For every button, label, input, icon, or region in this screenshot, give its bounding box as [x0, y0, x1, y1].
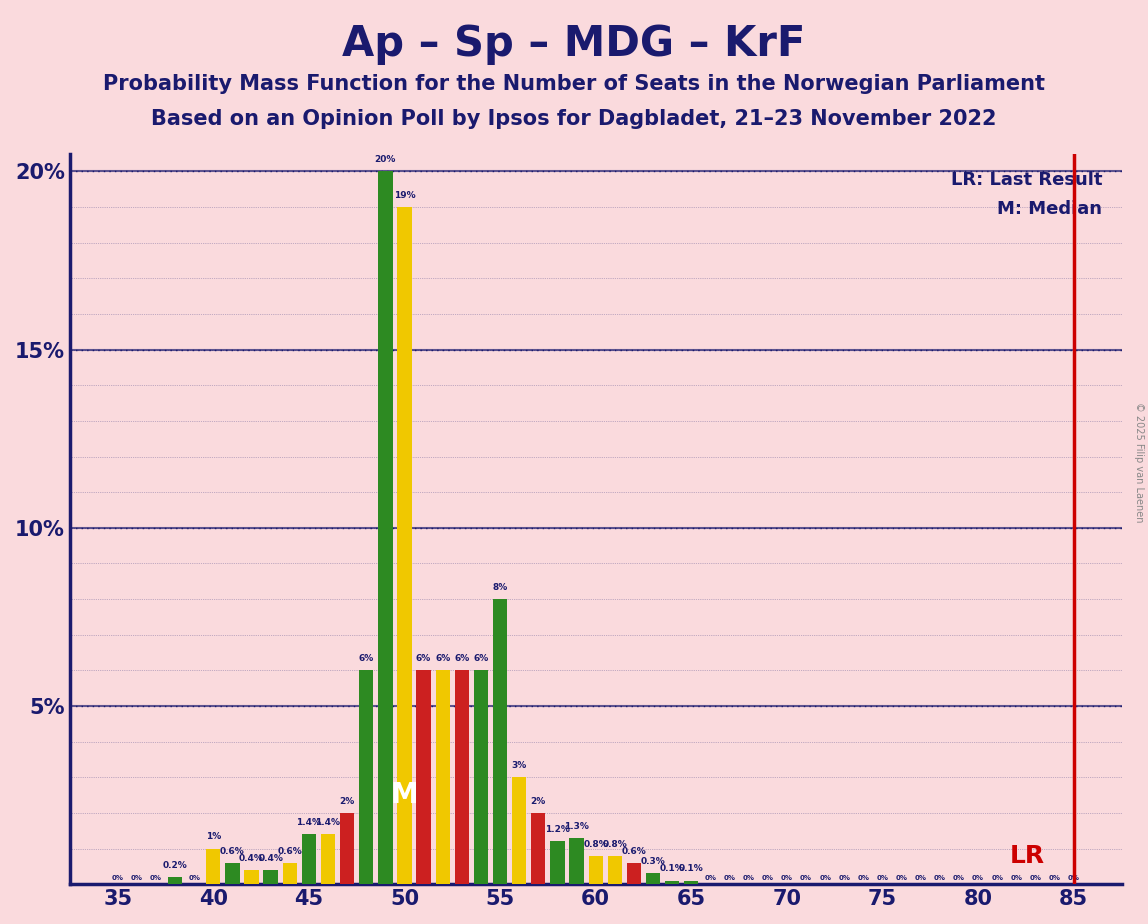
Text: 0.6%: 0.6% — [621, 846, 646, 856]
Text: LR: LR — [1010, 844, 1045, 868]
Text: 0%: 0% — [762, 875, 774, 881]
Text: 0%: 0% — [972, 875, 984, 881]
Text: 0%: 0% — [895, 875, 908, 881]
Text: 0.8%: 0.8% — [603, 840, 627, 848]
Text: 6%: 6% — [455, 654, 470, 663]
Text: 1%: 1% — [205, 833, 220, 842]
Text: 0.6%: 0.6% — [278, 846, 302, 856]
Text: 0%: 0% — [743, 875, 754, 881]
Text: 0%: 0% — [1068, 875, 1080, 881]
Bar — [207, 848, 220, 884]
Bar — [417, 670, 430, 884]
Text: 0%: 0% — [1030, 875, 1041, 881]
Text: 0%: 0% — [858, 875, 869, 881]
Text: 8%: 8% — [492, 583, 507, 592]
Text: 0.3%: 0.3% — [641, 857, 666, 867]
Text: 0%: 0% — [723, 875, 736, 881]
Text: © 2025 Filip van Laenen: © 2025 Filip van Laenen — [1134, 402, 1143, 522]
Text: 0%: 0% — [991, 875, 1003, 881]
Text: 0%: 0% — [131, 875, 142, 881]
Bar — [397, 207, 412, 884]
Text: 6%: 6% — [416, 654, 432, 663]
Bar — [320, 834, 335, 884]
Text: 0%: 0% — [877, 875, 889, 881]
Bar — [263, 869, 278, 884]
Bar — [168, 877, 183, 884]
Text: 0.1%: 0.1% — [678, 865, 704, 873]
Text: 19%: 19% — [394, 191, 416, 200]
Text: 0%: 0% — [1048, 875, 1061, 881]
Text: 0%: 0% — [915, 875, 926, 881]
Text: 0%: 0% — [111, 875, 124, 881]
Text: 1.2%: 1.2% — [545, 825, 569, 834]
Bar — [492, 599, 507, 884]
Text: 0%: 0% — [1010, 875, 1023, 881]
Text: 0.1%: 0.1% — [660, 865, 684, 873]
Bar — [532, 813, 545, 884]
Text: 0%: 0% — [838, 875, 851, 881]
Text: 0.6%: 0.6% — [220, 846, 245, 856]
Text: 6%: 6% — [358, 654, 374, 663]
Text: 3%: 3% — [512, 761, 527, 770]
Text: 0%: 0% — [150, 875, 162, 881]
Text: 0.4%: 0.4% — [258, 854, 284, 863]
Bar — [359, 670, 373, 884]
Text: 0%: 0% — [953, 875, 965, 881]
Text: Probability Mass Function for the Number of Seats in the Norwegian Parliament: Probability Mass Function for the Number… — [103, 74, 1045, 94]
Bar — [589, 856, 603, 884]
Text: 6%: 6% — [435, 654, 450, 663]
Text: M: Median: M: Median — [998, 200, 1102, 218]
Text: 0.8%: 0.8% — [583, 840, 608, 848]
Bar — [455, 670, 470, 884]
Text: 0.4%: 0.4% — [239, 854, 264, 863]
Text: 0%: 0% — [705, 875, 716, 881]
Bar — [225, 863, 240, 884]
Text: 6%: 6% — [473, 654, 489, 663]
Text: 2%: 2% — [530, 796, 546, 806]
Bar — [569, 838, 583, 884]
Bar — [302, 834, 316, 884]
Text: 1.4%: 1.4% — [316, 818, 341, 827]
Bar — [378, 172, 393, 884]
Text: Ap – Sp – MDG – KrF: Ap – Sp – MDG – KrF — [342, 23, 806, 65]
Text: LR: Last Result: LR: Last Result — [951, 172, 1102, 189]
Bar — [340, 813, 355, 884]
Bar — [627, 863, 641, 884]
Bar — [512, 777, 527, 884]
Text: M: M — [390, 781, 418, 809]
Bar — [435, 670, 450, 884]
Bar — [474, 670, 488, 884]
Text: 0%: 0% — [820, 875, 831, 881]
Text: 0%: 0% — [781, 875, 793, 881]
Text: 20%: 20% — [374, 155, 396, 164]
Text: 0%: 0% — [933, 875, 946, 881]
Text: 0%: 0% — [800, 875, 812, 881]
Text: 1.3%: 1.3% — [564, 821, 589, 831]
Text: 2%: 2% — [340, 796, 355, 806]
Bar — [646, 873, 660, 884]
Text: Based on an Opinion Poll by Ipsos for Dagbladet, 21–23 November 2022: Based on an Opinion Poll by Ipsos for Da… — [152, 109, 996, 129]
Bar — [245, 869, 258, 884]
Bar — [282, 863, 297, 884]
Text: 0%: 0% — [188, 875, 200, 881]
Bar — [684, 881, 698, 884]
Bar — [550, 842, 565, 884]
Bar — [607, 856, 622, 884]
Bar — [665, 881, 680, 884]
Text: 1.4%: 1.4% — [296, 818, 321, 827]
Text: 0.2%: 0.2% — [163, 861, 187, 869]
